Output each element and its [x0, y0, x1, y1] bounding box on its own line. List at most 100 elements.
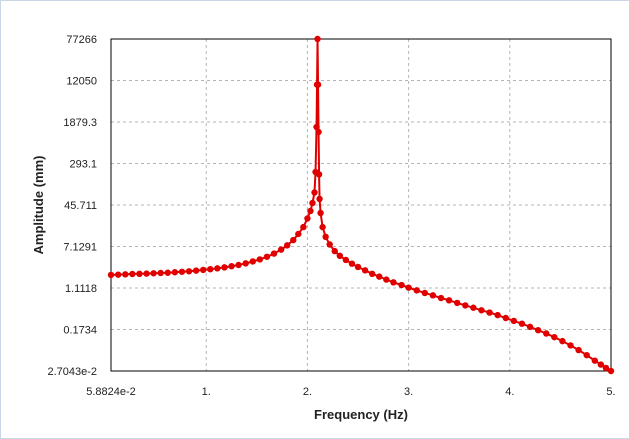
x-tick-label: 5.8824e-2 [86, 386, 136, 398]
data-point [200, 266, 207, 274]
data-point [413, 287, 420, 294]
y-tick-label: 1.1118 [65, 283, 97, 295]
data-point [342, 256, 350, 264]
data-point [315, 171, 323, 178]
data-point [348, 260, 356, 267]
data-point [331, 247, 338, 255]
data-point [429, 292, 437, 299]
data-point [235, 261, 242, 269]
data-point [221, 264, 228, 271]
data-point [575, 346, 582, 354]
data-point [591, 357, 599, 364]
data-point [129, 270, 136, 278]
data-point [319, 223, 326, 231]
data-point [322, 233, 329, 241]
data-point [315, 128, 322, 136]
data-point [122, 271, 129, 278]
data-point [376, 273, 383, 280]
data-point [283, 242, 291, 249]
y-tick-label: 12050 [66, 76, 97, 88]
data-point [326, 241, 333, 248]
data-point [228, 263, 235, 270]
data-point [494, 311, 501, 319]
data-point [316, 195, 323, 203]
x-tick-label: 1. [202, 386, 211, 398]
data-point [270, 250, 278, 257]
data-point [171, 269, 179, 276]
x-tick-label: 5. [606, 386, 615, 398]
data-point [453, 299, 461, 307]
data-point [311, 189, 318, 196]
x-tick-label: 3. [404, 386, 413, 398]
data-point [437, 294, 445, 302]
data-point [486, 309, 493, 316]
grid-layer [111, 39, 611, 371]
data-point [314, 81, 322, 88]
data-point [470, 304, 477, 311]
y-tick-label: 7.1291 [63, 241, 97, 253]
plot-area-border [110, 38, 612, 372]
data-point [518, 320, 526, 327]
series-layer [107, 35, 615, 375]
data-point [583, 351, 590, 359]
data-point [478, 307, 485, 314]
y-tick-label: 1879.3 [63, 117, 97, 129]
data-point [136, 270, 143, 277]
y-tick-label: 293.1 [69, 158, 97, 170]
x-axis-title: Frequency (Hz) [314, 407, 408, 422]
y-tick-label: 2.7043e-2 [47, 366, 97, 378]
data-point [164, 269, 171, 276]
data-point [602, 364, 610, 372]
data-point [597, 361, 605, 368]
data-point [307, 207, 314, 215]
data-point [534, 327, 542, 334]
y-tick-label: 77266 [66, 34, 97, 46]
data-point [354, 263, 362, 271]
data-point [178, 268, 186, 275]
y-tick-label: 0.1734 [63, 324, 97, 336]
data-point [157, 269, 164, 277]
x-tick-label: 2. [303, 386, 312, 398]
data-point [192, 267, 200, 274]
data-point [398, 281, 405, 289]
data-point [150, 270, 157, 277]
data-point [510, 317, 518, 325]
data-point [390, 279, 397, 286]
data-point [543, 330, 550, 337]
data-point [295, 230, 302, 238]
data-point [368, 270, 376, 277]
data-point [462, 302, 469, 309]
data-point [185, 268, 193, 275]
data-point [256, 256, 264, 263]
data-point [383, 276, 390, 283]
data-point [214, 265, 221, 272]
data-point [313, 123, 320, 131]
data-point [607, 367, 615, 375]
data-point [115, 271, 122, 278]
data-point [300, 223, 307, 231]
data-point [242, 260, 249, 267]
tick-layer: 5.8824e-2 1. 2. 3. 4. 5. 2.7043e-2 0.1734 1.1118… [47, 34, 615, 398]
data-point [502, 314, 509, 322]
data-point [361, 267, 369, 274]
y-tick-label: 45.711 [64, 200, 97, 212]
data-point [263, 253, 271, 260]
data-point [309, 199, 316, 207]
data-point [207, 266, 214, 273]
x-tick-label: 4. [505, 386, 514, 398]
data-point [526, 323, 534, 331]
data-point [304, 215, 311, 222]
data-point [143, 270, 150, 277]
y-axis-title: Amplitude (mm) [31, 156, 46, 255]
data-point [445, 297, 453, 304]
data-point [551, 333, 558, 341]
data-point [559, 337, 566, 345]
data-point [317, 209, 324, 217]
data-point [405, 284, 412, 291]
data-point [107, 271, 115, 279]
data-point [314, 35, 321, 43]
data-point [277, 246, 285, 253]
data-point [249, 258, 256, 265]
